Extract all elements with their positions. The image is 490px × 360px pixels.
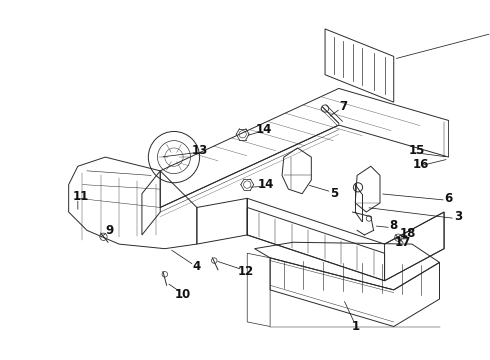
Text: 4: 4 [193,261,201,274]
Text: 11: 11 [73,190,89,203]
Text: 14: 14 [257,178,274,191]
Text: 14: 14 [255,123,272,136]
Text: 17: 17 [395,236,411,249]
Text: 10: 10 [175,288,191,301]
Text: 6: 6 [444,192,453,205]
Text: 12: 12 [237,265,253,278]
Text: 18: 18 [399,226,416,240]
Text: 8: 8 [390,219,398,232]
Text: 5: 5 [330,187,338,200]
Text: 3: 3 [454,210,462,223]
Text: 1: 1 [351,320,359,333]
Text: 16: 16 [413,158,429,171]
Text: 7: 7 [339,100,347,113]
Text: 9: 9 [106,224,114,237]
Text: 13: 13 [192,144,208,157]
Text: 15: 15 [409,144,425,157]
